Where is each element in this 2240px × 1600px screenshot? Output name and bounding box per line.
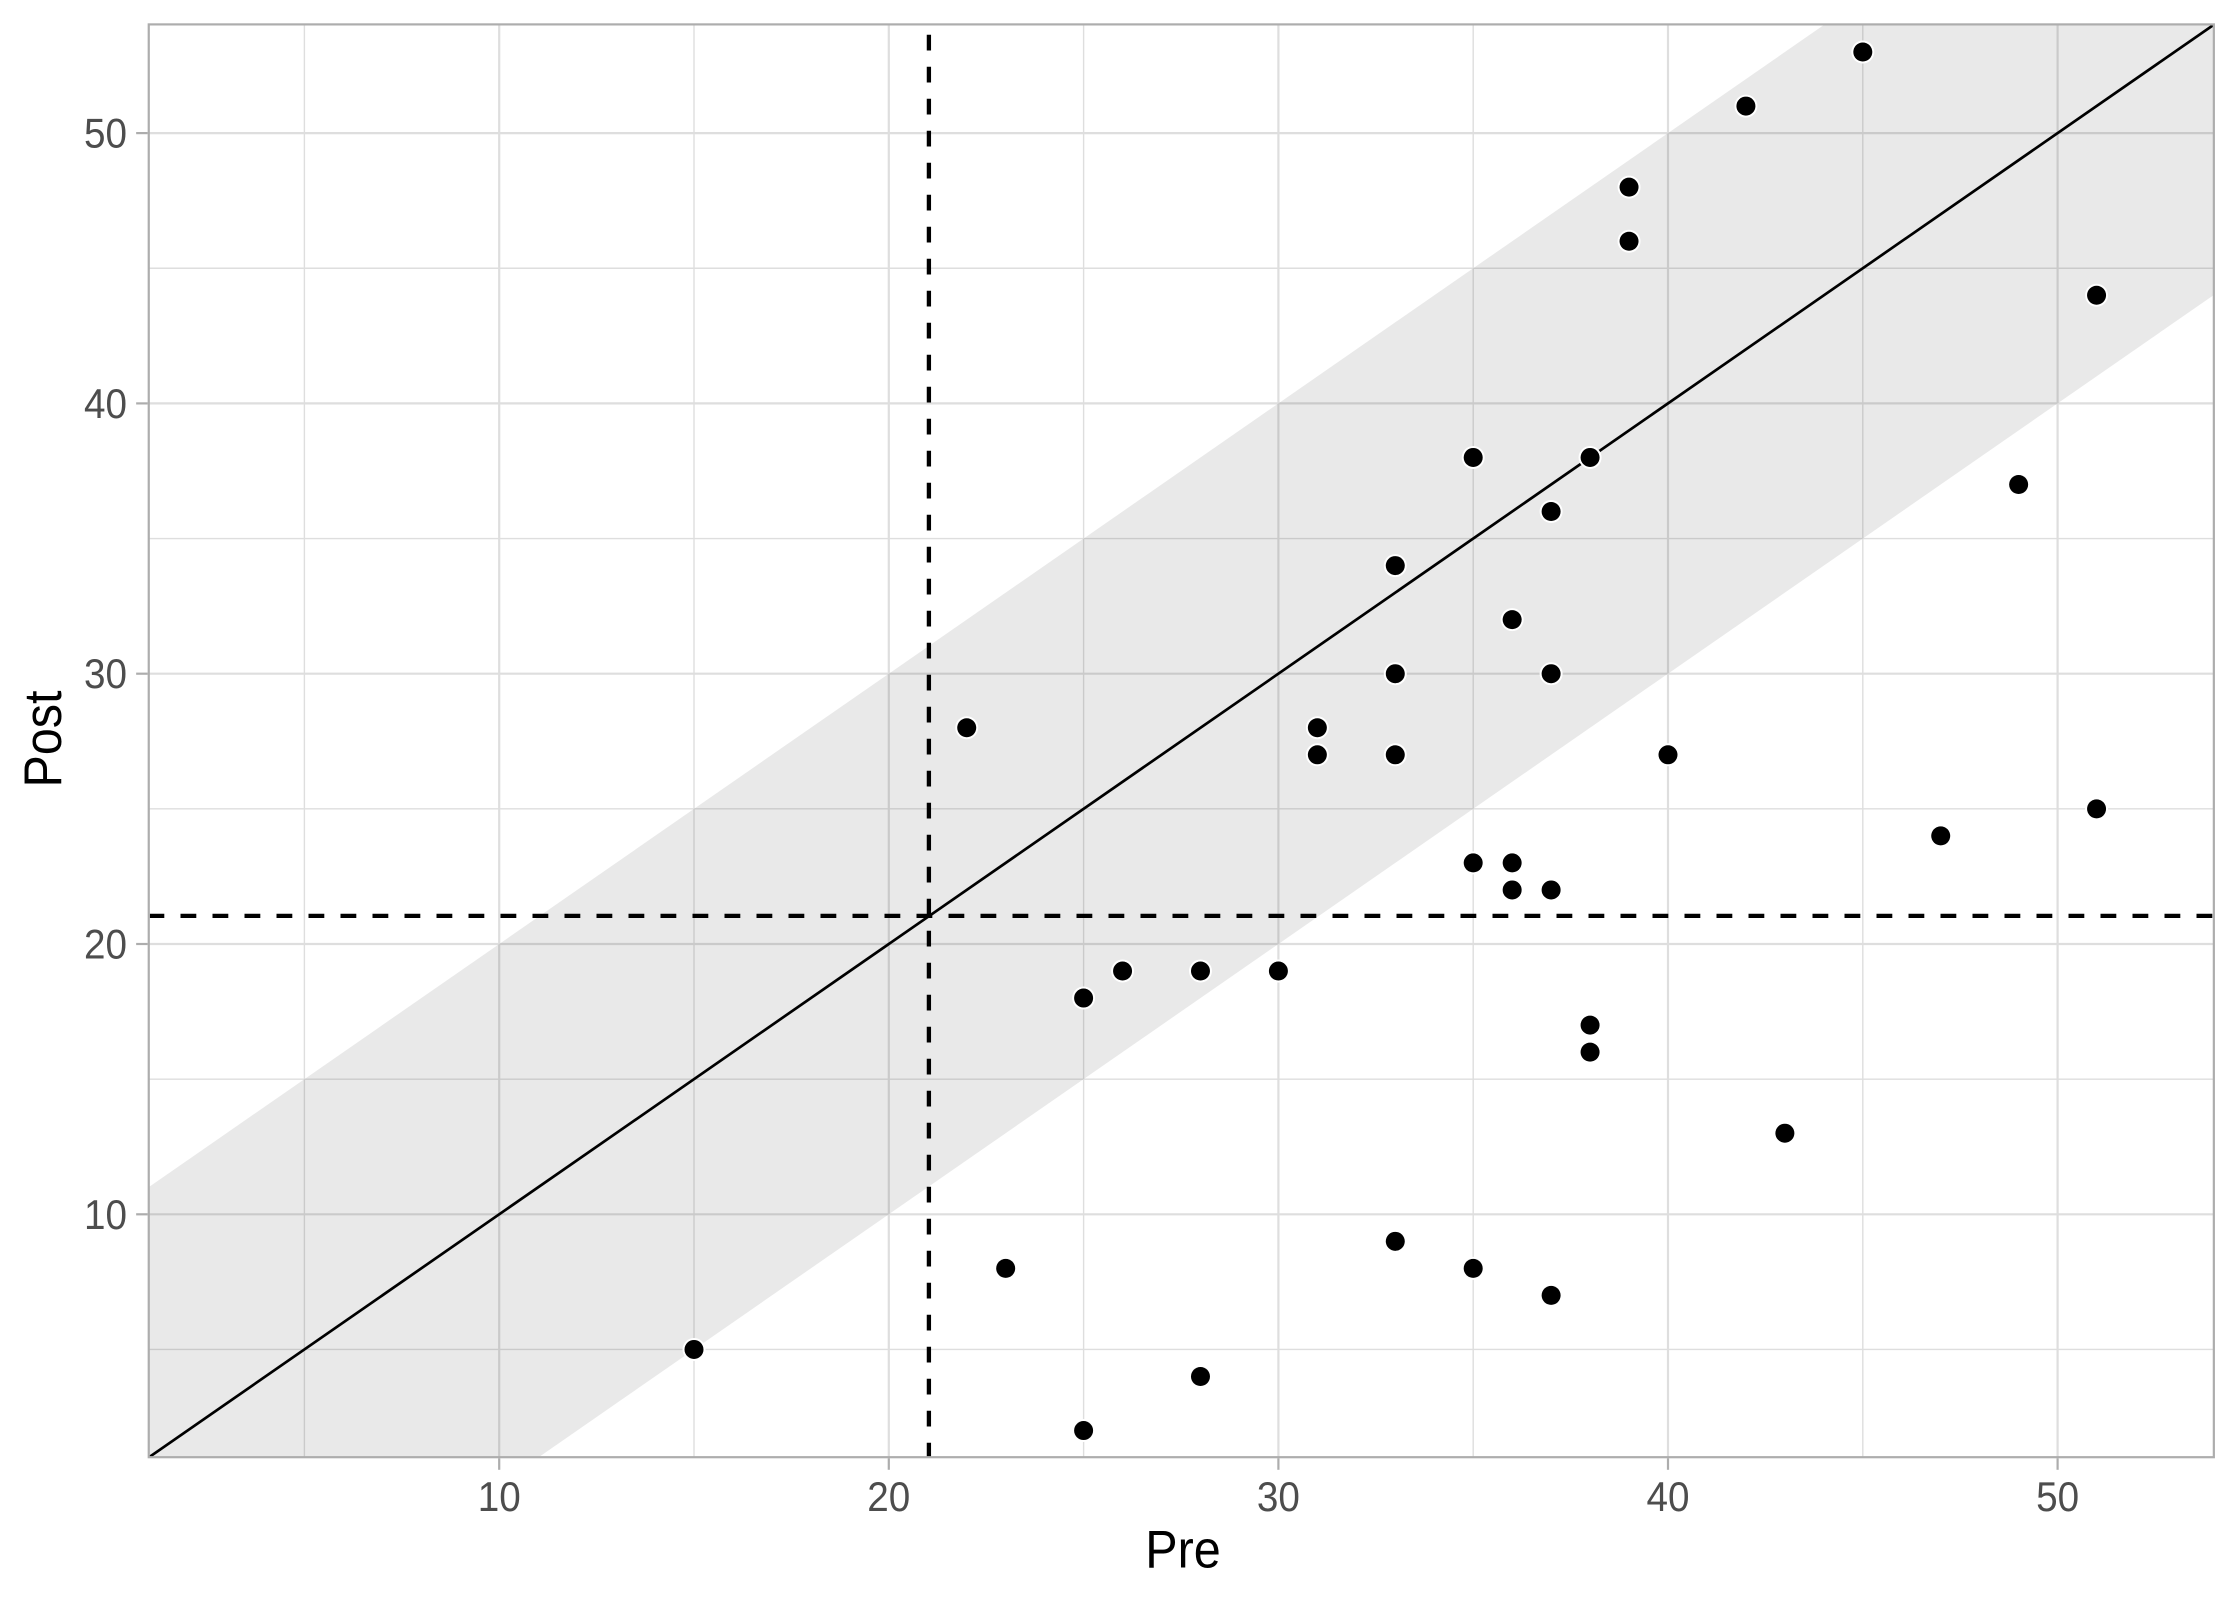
svg-text:50: 50	[84, 110, 127, 157]
svg-text:30: 30	[84, 650, 127, 697]
svg-text:20: 20	[867, 1473, 910, 1520]
svg-text:10: 10	[478, 1473, 521, 1520]
svg-text:10: 10	[84, 1191, 127, 1238]
svg-text:20: 20	[84, 921, 127, 968]
svg-text:Pre: Pre	[1145, 1521, 1221, 1580]
svg-text:40: 40	[84, 380, 127, 427]
svg-text:40: 40	[1647, 1473, 1690, 1520]
svg-text:Post: Post	[14, 690, 73, 787]
svg-text:30: 30	[1257, 1473, 1300, 1520]
svg-text:50: 50	[2036, 1473, 2079, 1520]
